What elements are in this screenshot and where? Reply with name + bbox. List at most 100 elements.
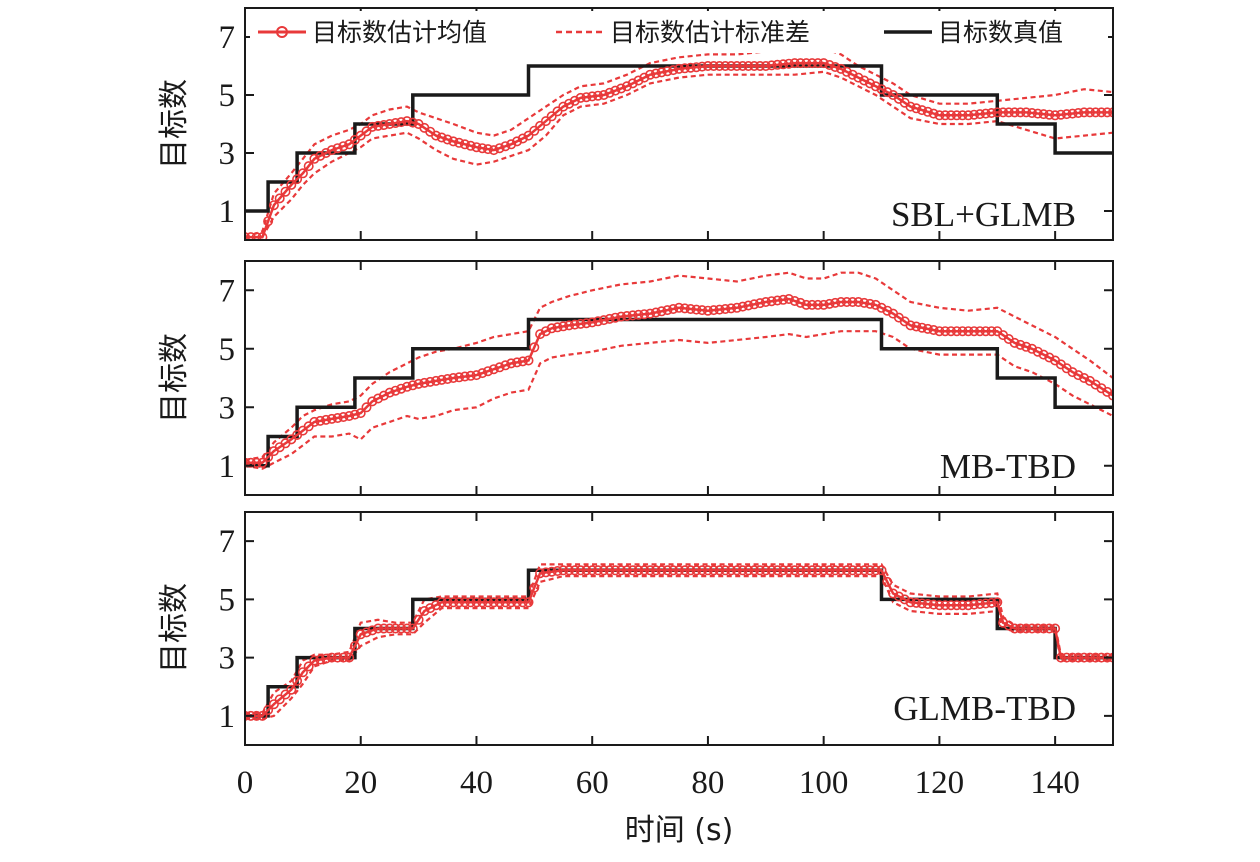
mean-point-glmb-tbd [535,568,546,579]
mean-point-mb-tbd [974,326,985,337]
truth-line-mb-tbd [245,317,1113,468]
mean-point-mb-tbd [679,303,690,314]
mean-point-glmb-tbd [581,565,592,576]
mean-point-glmb-tbd [772,565,783,576]
mean-point-mb-tbd [558,321,569,332]
mean-point-mb-tbd [639,309,650,320]
mean-point-glmb-tbd [627,565,638,576]
mean-point-sbl-glmb [974,109,985,120]
mean-point-glmb-tbd [413,614,424,625]
mean-point-sbl-glmb [1021,107,1032,118]
mean-point-glmb-tbd [315,654,326,665]
mean-point-glmb-tbd [592,565,603,576]
mean-point-mb-tbd [454,372,465,383]
mean-point-sbl-glmb [448,136,459,147]
y-axis-title-sbl-glmb: 目标数 [157,79,192,169]
mean-point-mb-tbd [373,393,384,404]
mean-point-glmb-tbd [714,565,725,576]
mean-point-mb-tbd [737,301,748,312]
mean-point-mb-tbd [494,362,505,373]
panel-glmb-tbd-frame [244,511,1114,746]
mean-point-glmb-tbd [332,652,343,663]
mean-point-sbl-glmb [338,141,349,152]
mean-point-mb-tbd [367,396,378,407]
mean-point-glmb-tbd [1067,652,1078,663]
mean-point-sbl-glmb [320,148,331,159]
mean-point-sbl-glmb [396,117,407,128]
mean-point-sbl-glmb [911,103,922,114]
mean-point-glmb-tbd [650,565,661,576]
mean-point-glmb-tbd [494,597,505,608]
mean-point-sbl-glmb [251,232,262,240]
mean-point-sbl-glmb [401,116,412,127]
mean-point-mb-tbd [1021,341,1032,352]
mean-point-glmb-tbd [326,652,337,663]
mean-point-glmb-tbd [673,565,684,576]
mean-point-mb-tbd [396,383,407,394]
mean-point-mb-tbd [778,294,789,305]
y-tick-label: 5 [219,332,236,368]
mean-point-glmb-tbd [841,565,852,576]
mean-point-glmb-tbd [916,598,927,609]
mean-point-mb-tbd [344,410,355,421]
mean-point-mb-tbd [598,315,609,326]
mean-point-mb-tbd [500,360,511,371]
mean-point-mb-tbd [963,326,974,337]
mean-point-mb-tbd [529,342,540,353]
mean-point-glmb-tbd [888,588,899,599]
mean-point-glmb-tbd [835,565,846,576]
mean-point-glmb-tbd [998,617,1009,628]
mean-point-glmb-tbd [598,565,609,576]
mean-point-glmb-tbd [922,598,933,609]
mean-point-sbl-glmb [795,58,806,69]
mean-point-glmb-tbd [338,652,349,663]
mean-point-mb-tbd [581,318,592,329]
panel-mb-tbd-ticks: 1 3 5 7 [219,261,1113,495]
mean-point-sbl-glmb [1044,109,1055,120]
mean-point-sbl-glmb [1009,107,1020,118]
mean-point-glmb-tbd [795,565,806,576]
mean-point-glmb-tbd [945,600,956,611]
mean-point-mb-tbd [916,322,927,333]
mean-point-glmb-tbd [691,565,702,576]
mean-point-glmb-tbd [1055,652,1066,663]
mean-point-sbl-glmb [378,120,389,131]
mean-point-glmb-tbd [511,597,522,608]
mean-point-sbl-glmb [772,59,783,70]
mean-point-sbl-glmb [523,130,534,141]
mean-point-sbl-glmb [749,60,760,71]
mean-point-mb-tbd [980,326,991,337]
mean-point-mb-tbd [783,293,794,304]
mean-point-glmb-tbd [257,710,268,721]
mean-point-glmb-tbd [986,597,997,608]
y-tick-label: 1 [219,194,236,230]
mean-point-glmb-tbd [754,565,765,576]
x-tick-label: 80 [691,765,724,801]
mean-point-sbl-glmb [303,161,314,172]
panel-mb-tbd-label: MB-TBD [940,447,1076,486]
mean-point-sbl-glmb [766,60,777,71]
mean-point-mb-tbd [338,411,349,422]
mean-point-sbl-glmb [951,110,962,121]
x-tick-labels: 0 20 40 60 80 100 120 140 [237,765,1080,801]
mean-point-sbl-glmb [390,118,401,129]
mean-point-glmb-tbd [876,565,887,576]
mean-point-glmb-tbd [726,565,737,576]
mean-point-mb-tbd [633,309,644,320]
mean-point-sbl-glmb [436,132,447,143]
mean-point-mb-tbd [569,319,580,330]
legend-box [250,11,1108,53]
mean-point-glmb-tbd [668,565,679,576]
mean-point-glmb-tbd [523,597,534,608]
mean-point-sbl-glmb [876,84,887,95]
mean-point-glmb-tbd [818,565,829,576]
mean-point-glmb-tbd [263,704,274,715]
mean-point-glmb-tbd [1073,652,1084,663]
mean-point-glmb-tbd [575,565,586,576]
mean-point-glmb-tbd [465,597,476,608]
mean-point-sbl-glmb [1102,107,1113,118]
mean-point-sbl-glmb [945,110,956,121]
mean-point-sbl-glmb [928,108,939,119]
truth-line-sbl-glmb [245,64,1113,213]
mean-point-mb-tbd [616,311,627,322]
